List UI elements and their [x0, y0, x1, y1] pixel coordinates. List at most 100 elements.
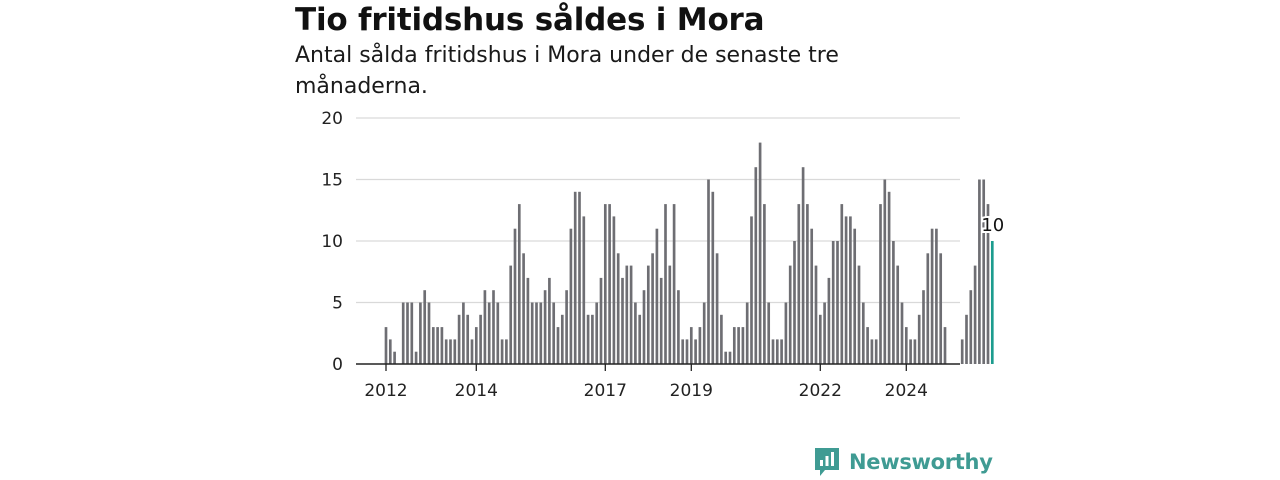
bar	[681, 339, 685, 364]
bar	[560, 314, 564, 364]
bar	[861, 302, 865, 364]
bar	[694, 339, 697, 364]
bar	[732, 327, 736, 364]
bar	[457, 314, 461, 364]
chart-title: Tio fritidshus såldes i Mora	[295, 2, 765, 38]
bar	[582, 216, 586, 364]
bar	[513, 228, 517, 364]
bar	[986, 204, 990, 364]
bar	[406, 302, 409, 364]
y-tick-label: 5	[332, 294, 343, 314]
bar	[720, 314, 723, 364]
bar	[831, 241, 835, 364]
bar	[522, 253, 525, 364]
bar	[573, 191, 577, 364]
bar	[879, 204, 882, 364]
bar	[462, 302, 465, 364]
bar	[728, 351, 732, 364]
bar	[715, 253, 719, 364]
x-tick-label: 2014	[455, 381, 498, 401]
bar	[711, 191, 715, 364]
bar	[810, 228, 814, 364]
bar	[552, 302, 556, 364]
bar	[517, 204, 521, 364]
bar	[827, 277, 831, 364]
bar	[698, 327, 702, 364]
bar	[444, 339, 448, 364]
bar	[982, 179, 986, 364]
bar	[505, 339, 508, 364]
bar	[909, 339, 912, 364]
bar	[900, 302, 904, 364]
bar	[750, 216, 753, 364]
bar	[943, 327, 947, 364]
bar	[672, 204, 676, 364]
bar	[539, 302, 543, 364]
bar	[978, 179, 981, 364]
bar	[677, 290, 680, 364]
bar	[853, 228, 857, 364]
bar	[857, 265, 861, 364]
bar	[784, 302, 788, 364]
bar	[629, 265, 633, 364]
bar	[659, 277, 663, 364]
bar	[823, 302, 826, 364]
bar	[393, 351, 396, 364]
x-tick-label: 2017	[584, 381, 627, 401]
bar	[745, 302, 749, 364]
bar	[543, 290, 547, 364]
bar	[466, 314, 470, 364]
bar	[896, 265, 900, 364]
bar	[427, 302, 431, 364]
bar	[453, 339, 457, 364]
bar	[530, 302, 534, 364]
bar	[535, 302, 538, 364]
bar	[887, 191, 891, 364]
bar	[479, 314, 482, 364]
bar-chart-speech-bubble-icon	[815, 448, 839, 476]
bar	[492, 290, 495, 364]
bar	[638, 314, 642, 364]
bar	[689, 327, 693, 364]
bar	[612, 216, 616, 364]
bar	[646, 265, 650, 364]
x-tick-label: 2024	[885, 381, 928, 401]
bar	[621, 277, 624, 364]
bar	[767, 302, 771, 364]
bar	[763, 204, 766, 364]
bar	[969, 290, 973, 364]
y-tick-label: 0	[332, 355, 343, 375]
bar	[496, 302, 500, 364]
bar	[840, 204, 844, 364]
x-tick-label: 2019	[670, 381, 713, 401]
bar	[702, 302, 706, 364]
bar	[960, 339, 964, 364]
bar	[556, 327, 560, 364]
bar	[487, 302, 491, 364]
bar	[603, 204, 607, 364]
bar	[634, 302, 637, 364]
bar	[801, 167, 805, 364]
bar	[724, 351, 728, 364]
bar	[384, 327, 388, 364]
bar	[608, 204, 611, 364]
bar	[866, 327, 869, 364]
y-tick-label: 20	[321, 109, 343, 129]
bar	[844, 216, 848, 364]
bar	[922, 290, 925, 364]
bar	[599, 277, 603, 364]
y-tick-label: 10	[321, 232, 343, 252]
bar	[836, 241, 839, 364]
bar	[419, 302, 422, 364]
bar	[771, 339, 775, 364]
bar	[440, 327, 444, 364]
bar	[423, 290, 427, 364]
bar	[965, 314, 968, 364]
bar	[470, 339, 474, 364]
bar	[569, 228, 573, 364]
bar	[849, 216, 852, 364]
bar	[780, 339, 783, 364]
bar	[668, 265, 672, 364]
bar	[651, 253, 654, 364]
bar	[565, 290, 568, 364]
